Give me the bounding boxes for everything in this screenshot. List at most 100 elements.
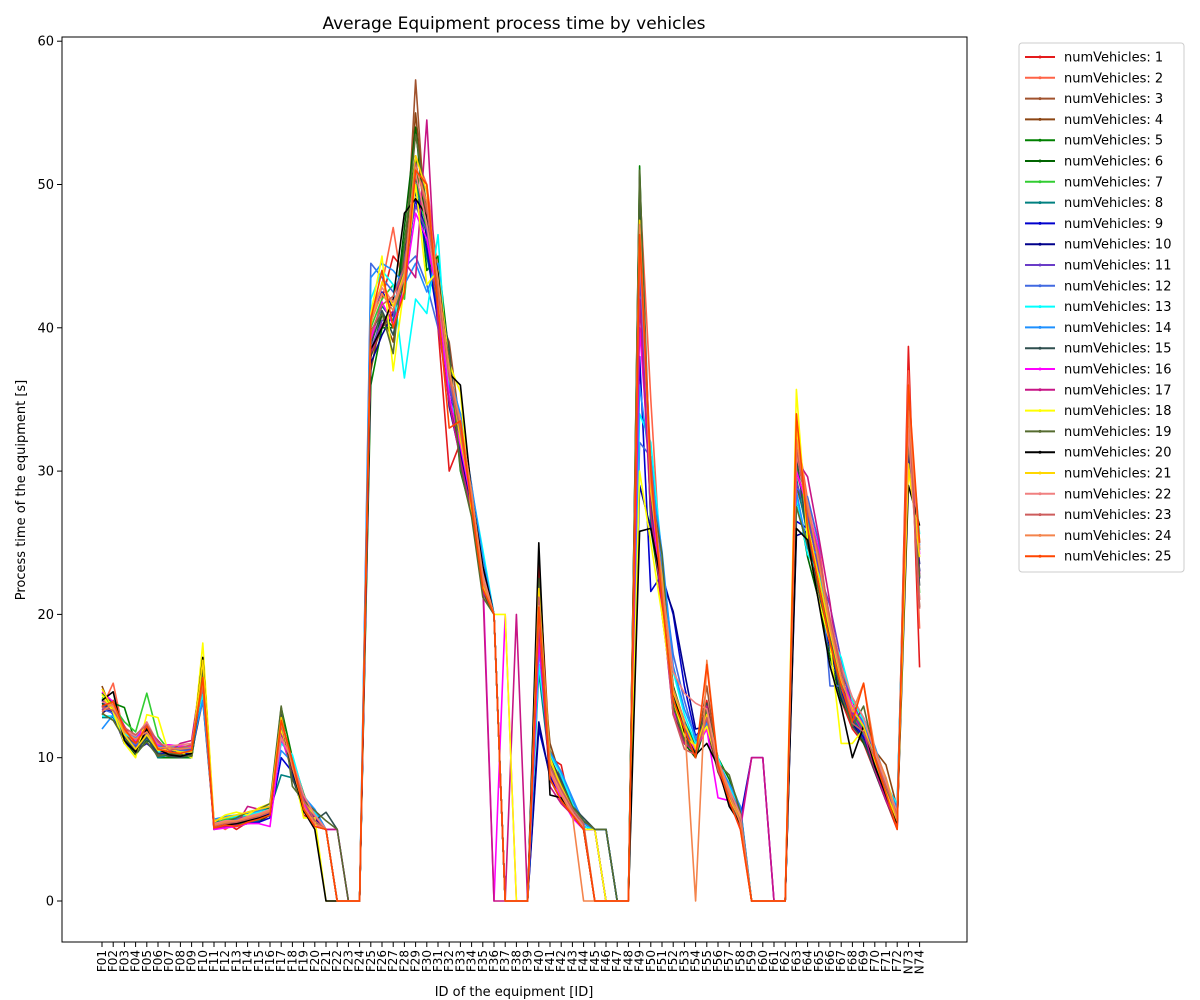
x-tick-label: F69 <box>857 950 871 972</box>
legend-marker <box>1038 409 1042 413</box>
x-tick-label: F28 <box>397 950 411 972</box>
x-tick-label: F51 <box>655 950 669 972</box>
legend-marker <box>1038 429 1042 433</box>
x-tick-label: F37 <box>498 950 512 972</box>
x-tick-label: F47 <box>610 950 624 972</box>
legend-marker <box>1038 305 1042 309</box>
x-tick-label: F33 <box>453 950 467 972</box>
x-tick-label: N74 <box>913 950 927 974</box>
legend-label: numVehicles: 20 <box>1064 446 1171 461</box>
x-tick-label: F68 <box>845 950 859 972</box>
legend-label: numVehicles: 4 <box>1064 113 1163 128</box>
x-tick-label: F55 <box>700 950 714 972</box>
x-tick-label: F03 <box>117 950 131 972</box>
legend-marker <box>1038 55 1042 59</box>
x-tick-label: F20 <box>308 950 322 972</box>
x-tick-label: F43 <box>565 950 579 972</box>
x-tick-label: F66 <box>823 950 837 972</box>
x-tick-label: F48 <box>621 950 635 972</box>
x-tick-label: F26 <box>375 950 389 972</box>
legend-marker <box>1038 388 1042 392</box>
y-tick-label: 50 <box>37 178 54 193</box>
x-tick-label: F64 <box>801 950 815 972</box>
y-tick-label: 20 <box>37 608 54 623</box>
x-tick-label: F39 <box>521 950 535 972</box>
x-tick-label: F35 <box>476 950 490 972</box>
legend-label: numVehicles: 6 <box>1064 155 1163 170</box>
y-axis-label: Process time of the equipment [s] <box>14 380 29 600</box>
legend-label: numVehicles: 8 <box>1064 196 1163 211</box>
x-tick-label: F67 <box>834 950 848 972</box>
x-tick-label: F09 <box>185 950 199 972</box>
x-tick-label: F17 <box>274 950 288 972</box>
x-tick-label: F58 <box>733 950 747 972</box>
legend-marker <box>1038 180 1042 184</box>
plot-area <box>61 36 968 943</box>
legend-marker <box>1038 159 1042 163</box>
legend-label: numVehicles: 15 <box>1064 342 1171 357</box>
y-tick-label: 60 <box>37 35 54 50</box>
x-tick-label: F36 <box>487 950 501 972</box>
legend-label: numVehicles: 7 <box>1064 175 1163 190</box>
legend-label: numVehicles: 23 <box>1064 508 1171 523</box>
legend-marker <box>1038 554 1042 558</box>
x-tick-label: N73 <box>901 950 915 974</box>
legend-marker <box>1038 346 1042 350</box>
chart-title: Average Equipment process time by vehicl… <box>322 14 705 34</box>
x-tick-label: F31 <box>431 950 445 972</box>
legend-marker <box>1038 533 1042 537</box>
legend-label: numVehicles: 19 <box>1064 425 1171 440</box>
x-tick-label: F10 <box>196 950 210 972</box>
x-tick-label: F71 <box>879 950 893 972</box>
x-axis: F01F02F03F04F05F06F07F08F09F10F11F12F13F… <box>95 942 927 974</box>
x-tick-label: F27 <box>386 950 400 972</box>
x-tick-label: F70 <box>868 950 882 972</box>
legend-label: numVehicles: 3 <box>1064 92 1163 107</box>
x-tick-label: F41 <box>543 950 557 972</box>
x-tick-label: F57 <box>722 950 736 972</box>
x-tick-label: F14 <box>241 950 255 972</box>
x-tick-label: F22 <box>330 950 344 972</box>
x-axis-label: ID of the equipment [ID] <box>435 985 594 1000</box>
x-tick-label: F42 <box>554 950 568 972</box>
x-tick-label: F46 <box>599 950 613 972</box>
x-tick-label: F53 <box>677 950 691 972</box>
legend-label: numVehicles: 24 <box>1064 529 1171 544</box>
legend-frame <box>1018 42 1185 573</box>
x-tick-label: F72 <box>890 950 904 972</box>
legend-marker <box>1038 284 1042 288</box>
x-tick-label: F56 <box>711 950 725 972</box>
x-tick-label: F44 <box>577 950 591 972</box>
x-tick-label: F49 <box>633 950 647 972</box>
x-tick-label: F38 <box>509 950 523 972</box>
legend-label: numVehicles: 22 <box>1064 487 1171 502</box>
x-tick-label: F13 <box>229 950 243 972</box>
x-tick-label: F18 <box>285 950 299 972</box>
legend-label: numVehicles: 9 <box>1064 217 1163 232</box>
x-tick-label: F24 <box>353 950 367 972</box>
x-tick-label: F07 <box>162 950 176 972</box>
legend-marker <box>1038 367 1042 371</box>
x-tick-label: F12 <box>218 950 232 972</box>
x-tick-label: F30 <box>420 950 434 972</box>
y-tick-label: 30 <box>37 465 54 480</box>
legend-marker <box>1038 263 1042 267</box>
legend-marker <box>1038 450 1042 454</box>
x-tick-label: F19 <box>297 950 311 972</box>
x-tick-label: F04 <box>129 950 143 972</box>
legend-label: numVehicles: 12 <box>1064 279 1171 294</box>
x-tick-label: F61 <box>767 950 781 972</box>
legend-marker <box>1038 471 1042 475</box>
x-tick-label: F16 <box>263 950 277 972</box>
legend-label: numVehicles: 18 <box>1064 404 1171 419</box>
legend-label: numVehicles: 10 <box>1064 238 1171 253</box>
x-tick-label: F08 <box>173 950 187 972</box>
legend-marker <box>1038 138 1042 142</box>
x-tick-label: F59 <box>745 950 759 972</box>
legend-marker <box>1038 117 1042 121</box>
series-layer <box>101 79 921 902</box>
x-tick-label: F11 <box>207 950 221 972</box>
x-tick-label: F50 <box>644 950 658 972</box>
y-tick-label: 10 <box>37 751 54 766</box>
